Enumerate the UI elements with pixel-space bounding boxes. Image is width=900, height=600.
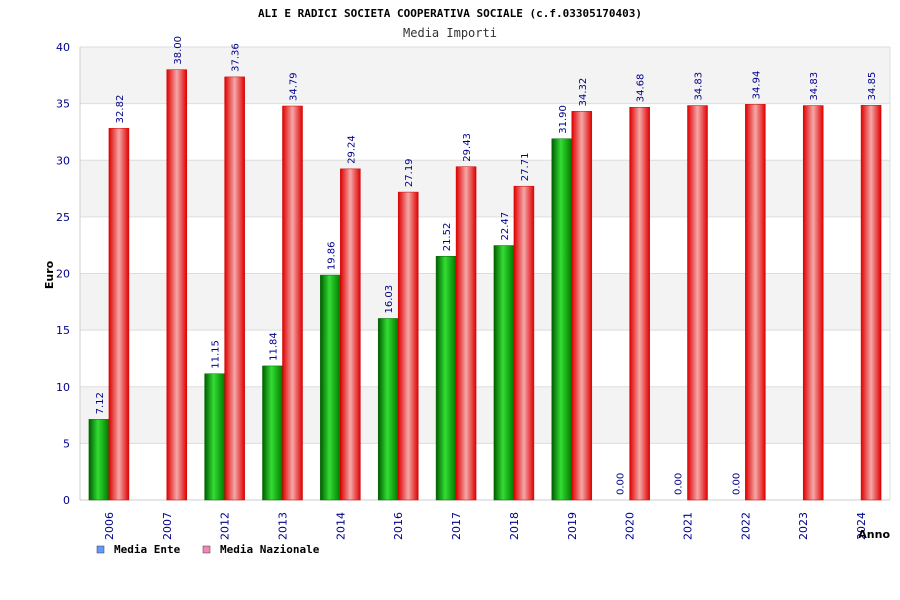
x-tick-label: 2023 — [797, 512, 810, 540]
legend-label-media-nazionale: Media Nazionale — [220, 543, 320, 556]
data-label: 34.94 — [751, 71, 762, 100]
y-tick-label: 5 — [63, 437, 70, 450]
chart-title: ALI E RADICI SOCIETA COOPERATIVA SOCIALE… — [258, 7, 642, 20]
data-label: 37.36 — [231, 43, 242, 72]
bar-media-nazionale-2012 — [224, 76, 245, 501]
bar-media-nazionale-2022 — [745, 104, 766, 501]
x-axis-label: Anno — [858, 528, 890, 541]
data-label: 27.19 — [404, 158, 415, 187]
data-label: 34.68 — [636, 74, 647, 103]
data-label: 11.84 — [269, 332, 280, 361]
bar-media-nazionale-2007 — [166, 69, 188, 501]
bar-media-ente-2018 — [493, 245, 515, 501]
bars — [88, 69, 882, 501]
x-tick-label: 2022 — [739, 512, 752, 540]
bar-media-ente-2016 — [377, 318, 399, 501]
data-label: 29.24 — [346, 135, 357, 164]
x-tick-label: 2021 — [682, 512, 695, 540]
y-tick-label: 20 — [56, 268, 70, 281]
y-tick-label: 10 — [56, 381, 70, 394]
x-tick-label: 2013 — [277, 512, 290, 540]
plot-band — [80, 330, 890, 387]
x-tick-label: 2024 — [855, 512, 868, 540]
data-label: 21.52 — [442, 223, 453, 252]
bar-media-nazionale-2021 — [687, 105, 708, 501]
y-tick-label: 30 — [56, 154, 70, 167]
data-label: 29.43 — [462, 133, 473, 162]
legend-label-media-ente: Media Ente — [114, 543, 181, 556]
bar-media-ente-2014 — [320, 274, 341, 501]
x-tick-label: 2018 — [508, 512, 521, 540]
plot-band — [80, 160, 890, 217]
data-label: 34.79 — [289, 72, 300, 101]
x-tick-label: 2016 — [392, 512, 405, 540]
x-tick-label: 2012 — [219, 512, 232, 540]
bar-media-nazionale-2006 — [108, 128, 130, 501]
y-tick-label: 25 — [56, 211, 70, 224]
y-axis-label: Euro — [43, 260, 56, 289]
data-label: 22.47 — [500, 212, 511, 241]
data-label: 34.83 — [694, 72, 705, 101]
data-label: 31.90 — [558, 105, 569, 134]
y-tick-label: 0 — [63, 494, 70, 507]
plot-band — [80, 103, 890, 161]
data-label: 0.00 — [674, 473, 685, 495]
plot-band — [80, 216, 890, 274]
bar-media-ente-2013 — [262, 365, 283, 501]
bar-media-nazionale-2023 — [802, 105, 824, 501]
data-label: 34.32 — [578, 78, 589, 107]
data-label: 19.86 — [326, 241, 337, 270]
x-tick-label: 2019 — [566, 512, 579, 540]
data-labels: 7.12 32.82 38.00 11.15 37.36 11.84 34.79 19.86 2… — [95, 36, 878, 495]
legend-swatch-media-ente — [96, 545, 105, 554]
data-label: 11.15 — [211, 340, 222, 369]
plot-band — [80, 273, 890, 331]
y-tick-label: 40 — [56, 41, 70, 54]
bar-media-nazionale-2016 — [397, 191, 419, 501]
bar-media-ente-2017 — [435, 256, 457, 501]
data-label: 34.85 — [867, 72, 878, 101]
bar-media-nazionale-2019 — [571, 111, 593, 501]
data-label: 38.00 — [173, 36, 184, 65]
plot-band — [80, 47, 890, 104]
bar-media-ente-2019 — [551, 138, 573, 501]
y-axis-ticks: 0 5 10 15 20 25 30 35 40 — [56, 41, 70, 507]
x-axis-ticks: 2006 2007 2012 2013 2014 2016 2017 2018 2019 2020… — [103, 512, 868, 540]
bar-media-ente-2006 — [88, 419, 110, 501]
data-label: 0.00 — [616, 473, 627, 495]
legend: Media Ente Media Nazionale — [96, 543, 320, 556]
bar-media-nazionale-2024 — [860, 105, 882, 501]
data-label: 0.00 — [731, 473, 742, 495]
data-label: 34.83 — [809, 72, 820, 101]
data-label: 27.71 — [520, 153, 531, 182]
data-label: 16.03 — [384, 285, 395, 314]
x-tick-label: 2006 — [103, 512, 116, 540]
bar-media-nazionale-2017 — [455, 166, 477, 501]
bar-media-nazionale-2014 — [340, 168, 361, 501]
plot-band — [80, 443, 890, 500]
legend-swatch-media-nazionale — [202, 545, 211, 554]
y-tick-label: 35 — [56, 98, 70, 111]
bar-media-nazionale-2018 — [513, 185, 535, 501]
chart-subtitle: Media Importi — [403, 26, 497, 40]
y-tick-label: 15 — [56, 324, 70, 337]
data-label: 7.12 — [95, 392, 106, 414]
bar-media-nazionale-2013 — [282, 105, 303, 501]
x-tick-label: 2007 — [161, 512, 174, 540]
data-label: 32.82 — [115, 95, 126, 124]
x-tick-label: 2014 — [334, 512, 347, 540]
x-tick-label: 2020 — [624, 512, 637, 540]
x-tick-label: 2017 — [450, 512, 463, 540]
bar-media-nazionale-2020 — [629, 106, 650, 501]
plot-band — [80, 386, 890, 444]
bar-media-ente-2012 — [204, 373, 225, 501]
